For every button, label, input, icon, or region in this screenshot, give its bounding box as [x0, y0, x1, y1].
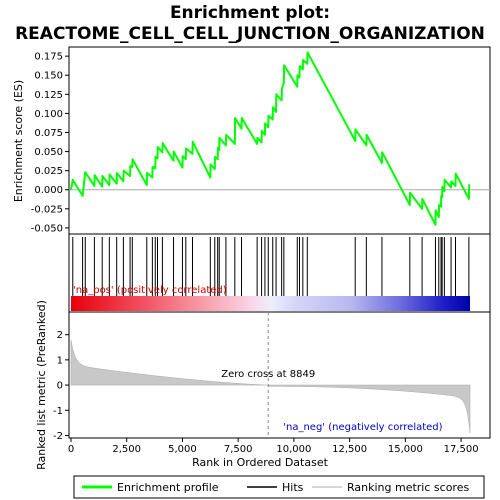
metric-y-axis: -2 -1 0 1 2: [53, 330, 69, 442]
es-y-tick-label: 0.075: [34, 128, 63, 139]
es-y-axis-label: Enrichment score (ES): [12, 80, 25, 202]
es-y-tick-label: 0.175: [34, 52, 63, 63]
es-y-tick-label: 0.150: [34, 71, 63, 82]
es-y-tick-label: -0.050: [31, 223, 63, 234]
metric-y-tick-label: 2: [57, 330, 63, 341]
x-tick-label: 5,000: [168, 444, 197, 455]
es-y-tick-label: 0.125: [34, 90, 63, 101]
hit-markers: [72, 237, 470, 296]
chart-title-line1: Enrichment plot:: [170, 3, 330, 23]
negative-correlated-label: 'na_neg' (negatively correlated): [283, 422, 442, 433]
x-tick-label: 7,500: [224, 444, 253, 455]
rank-heatmap-bar: [71, 296, 470, 311]
x-tick-label: 0: [68, 444, 74, 455]
x-axis: 0 2,500 5,000 7,500 10,000 12,500 15,000 17,500: [68, 438, 479, 455]
metric-y-axis-label: Ranked list metric (PreRanked): [35, 300, 48, 470]
x-tick-label: 12,500: [332, 444, 367, 455]
x-tick-label: 10,000: [276, 444, 311, 455]
es-y-axis: -0.050 -0.025 0.000 0.025 0.050 0.075 0.100 0.1…: [31, 52, 69, 234]
enrichment-profile-line: [70, 51, 471, 226]
es-y-tick-label: 0.000: [34, 185, 63, 196]
metric-y-tick-label: -2: [53, 431, 63, 442]
zero-cross-label: Zero cross at 8849: [221, 369, 315, 380]
metric-y-tick-label: 0: [57, 381, 63, 392]
es-y-tick-label: -0.025: [31, 204, 63, 215]
ranking-metric-area: [70, 339, 471, 433]
legend-item-enrichment-profile: Enrichment profile: [117, 481, 219, 494]
legend-item-ranking-metric-scores: Ranking metric scores: [347, 481, 469, 494]
x-tick-label: 17,500: [444, 444, 479, 455]
metric-y-tick-label: -1: [53, 406, 63, 417]
es-panel: [68, 46, 491, 235]
metric-area-group: [70, 312, 471, 438]
es-y-tick-label: 0.100: [34, 109, 63, 120]
legend-item-hits: Hits: [282, 481, 304, 494]
x-tick-label: 2,500: [112, 444, 141, 455]
es-y-tick-label: 0.050: [34, 147, 63, 158]
chart-title-line2: REACTOME_CELL_CELL_JUNCTION_ORGANIZATION: [15, 24, 485, 44]
es-y-tick-label: 0.025: [34, 166, 63, 177]
positive-correlated-label: 'na_pos' (positively correlated): [73, 285, 227, 296]
x-axis-label: Rank in Ordered Dataset: [192, 456, 329, 469]
legend-box: [73, 475, 485, 499]
metric-y-tick-label: 1: [57, 355, 63, 366]
x-tick-label: 15,000: [388, 444, 423, 455]
es-curve-group: [70, 51, 471, 226]
legend: Enrichment profile Hits Ranking metric s…: [73, 475, 485, 499]
